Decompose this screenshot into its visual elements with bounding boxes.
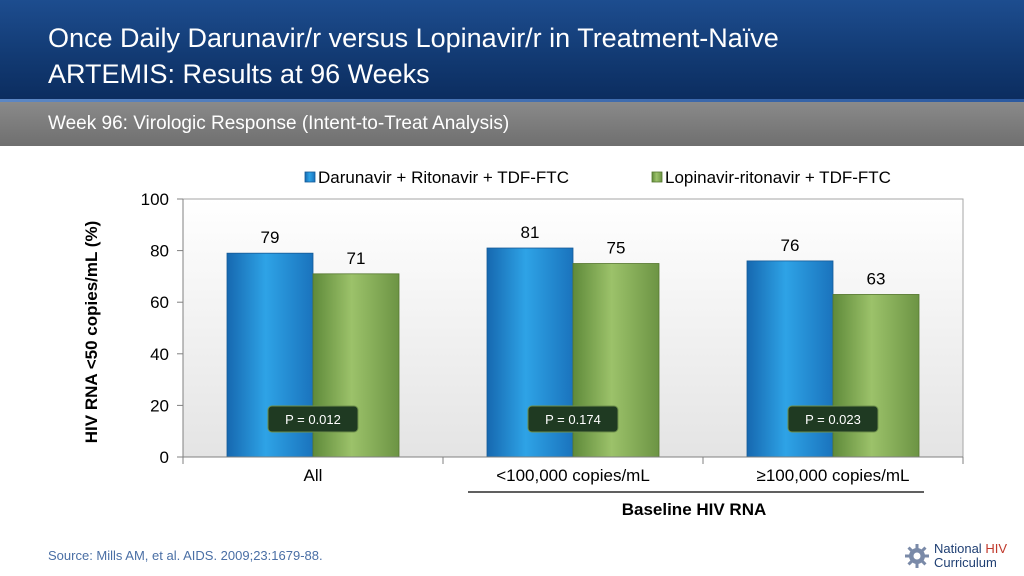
bar	[832, 294, 920, 458]
y-axis-title: HIV RNA <50 copies/mL (%)	[82, 221, 101, 443]
p-value-badge: P = 0.023	[787, 405, 879, 433]
legend-swatch	[651, 171, 663, 183]
source-citation: Source: Mills AM, et al. AIDS. 2009;23:1…	[48, 548, 323, 563]
gear-icon	[905, 544, 929, 568]
p-value-badge-bg	[787, 405, 879, 433]
x-axis-title: Baseline HIV RNA	[622, 500, 767, 519]
p-value-badge: P = 0.012	[267, 405, 359, 433]
bar-value-label: 71	[347, 249, 366, 268]
bar-labels-group: 79 71 81 75 76 63	[261, 223, 886, 288]
legend-item: Lopinavir-ritonavir + TDF-FTC	[651, 168, 891, 187]
p-value-label: P = 0.012	[285, 412, 341, 427]
p-value-badge-bg	[267, 405, 359, 433]
p-value-label: P = 0.023	[805, 412, 861, 427]
p-value-label: P = 0.174	[545, 412, 601, 427]
bar-value-label: 75	[607, 239, 626, 258]
bar-value-label: 76	[781, 236, 800, 255]
y-tick-label: 40	[150, 345, 169, 364]
page-title-line-2: ARTEMIS: Results at 96 Weeks	[48, 59, 430, 89]
logo-word-national: National	[934, 541, 986, 556]
logo-wordmark: National HIV Curriculum	[934, 542, 1007, 570]
logo-word-curriculum: Curriculum	[934, 555, 997, 570]
y-axis: 0 20 40 60 80 100	[141, 190, 184, 467]
legend-label: Lopinavir-ritonavir + TDF-FTC	[665, 168, 891, 187]
x-tick-label: <100,000 copies/mL	[496, 466, 650, 485]
national-hiv-curriculum-logo: National HIV Curriculum	[904, 540, 1020, 572]
y-tick-label: 100	[141, 190, 169, 209]
y-tick-label: 20	[150, 396, 169, 415]
legend-label: Darunavir + Ritonavir + TDF-FTC	[318, 168, 569, 187]
legend-item: Darunavir + Ritonavir + TDF-FTC	[304, 168, 569, 187]
x-tick-label: All	[304, 466, 323, 485]
logo-word-hiv: HIV	[985, 541, 1007, 556]
p-value-group: P = 0.012 P = 0.174 P = 0.023	[267, 405, 879, 433]
y-tick-label: 80	[150, 242, 169, 261]
p-value-badge: P = 0.174	[527, 405, 619, 433]
bar-value-label: 81	[521, 223, 540, 242]
y-tick-label: 0	[160, 448, 169, 467]
y-tick-label: 60	[150, 293, 169, 312]
x-tick-label: ≥100,000 copies/mL	[757, 466, 910, 485]
bar-value-label: 63	[867, 269, 886, 288]
chart-subtitle: Week 96: Virologic Response (Intent-to-T…	[48, 113, 510, 134]
page-title-line-1: Once Daily Darunavir/r versus Lopinavir/…	[48, 23, 779, 53]
subtitle-bar: Week 96: Virologic Response (Intent-to-T…	[0, 102, 1024, 146]
x-axis: All <100,000 copies/mL ≥100,000 copies/mL	[182, 456, 964, 485]
title-bar: Once Daily Darunavir/r versus Lopinavir/…	[0, 0, 1024, 102]
legend-swatch	[304, 171, 316, 183]
bar-value-label: 79	[261, 228, 280, 247]
legend: Darunavir + Ritonavir + TDF-FTC Lopinavir…	[304, 168, 891, 187]
p-value-badge-bg	[527, 405, 619, 433]
